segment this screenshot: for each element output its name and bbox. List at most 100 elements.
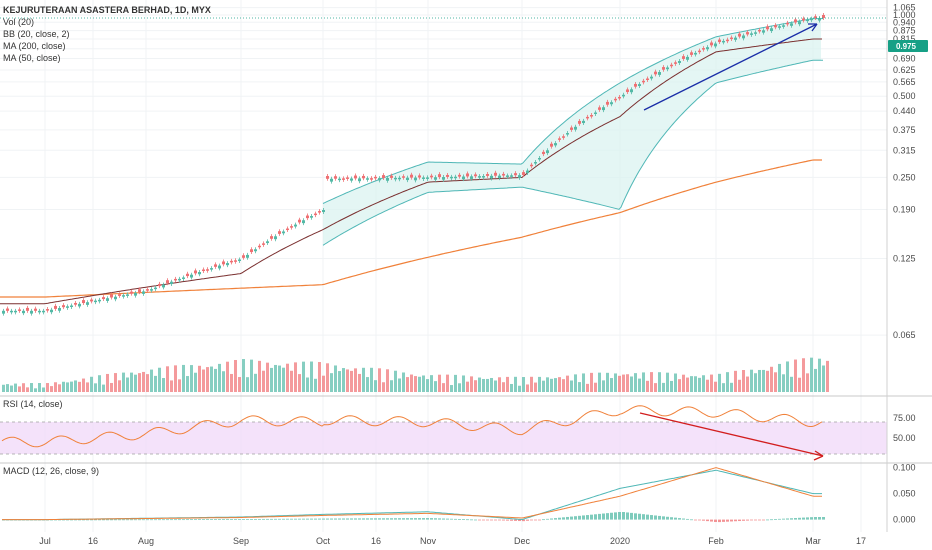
- candle-body: [526, 170, 529, 173]
- candle-body: [566, 133, 569, 135]
- volume-bar: [550, 378, 553, 392]
- macd-histogram-bar: [670, 517, 673, 520]
- macd-histogram-bar: [342, 518, 345, 520]
- candle-body: [490, 175, 493, 179]
- candle-body: [638, 84, 641, 86]
- macd-histogram-bar: [282, 518, 285, 520]
- candle-body: [318, 211, 321, 213]
- price-legend: KEJURUTERAAN ASASTERA BERHAD, 1D, MYX Vo…: [3, 5, 211, 63]
- macd-histogram-bar: [550, 518, 553, 520]
- candle-body: [614, 98, 617, 101]
- macd-indicator-label[interactable]: MACD (12, 26, close, 9): [3, 466, 99, 476]
- volume-bar: [242, 359, 245, 392]
- candle-body: [782, 25, 785, 27]
- candle-body: [798, 21, 801, 25]
- macd-histogram-bar: [294, 518, 297, 520]
- candle-body: [46, 309, 49, 311]
- volume-bar: [710, 374, 713, 392]
- volume-bar: [406, 377, 409, 392]
- macd-histogram-bar: [582, 515, 585, 520]
- volume-bar: [42, 387, 45, 392]
- candle-body: [714, 43, 717, 47]
- macd-histogram-bar: [258, 518, 261, 520]
- macd-histogram-bar: [694, 519, 697, 521]
- price-pane[interactable]: [0, 13, 887, 392]
- macd-histogram-bar: [466, 519, 469, 521]
- candle-body: [366, 178, 369, 180]
- macd-histogram-bar: [114, 519, 117, 521]
- rsi-band: [0, 422, 887, 454]
- volume-bar: [562, 379, 565, 392]
- macd-histogram-bar: [798, 517, 801, 520]
- volume-bar: [174, 365, 177, 392]
- candle-body: [538, 157, 541, 160]
- candle-body: [626, 89, 629, 93]
- time-axis[interactable]: Jul 16 Aug Sep Oct 16 Nov Dec 2020 Feb Mar 17: [39, 536, 866, 546]
- candle-body: [722, 40, 725, 43]
- volume-bar: [730, 382, 733, 392]
- candle-body: [398, 177, 401, 180]
- volume-bar: [70, 381, 73, 392]
- macd-histogram-bar: [686, 518, 689, 520]
- volume-bar: [658, 372, 661, 392]
- macd-pane[interactable]: [2, 467, 825, 523]
- macd-histogram-bar: [618, 511, 621, 520]
- macd-histogram-bar: [690, 519, 693, 521]
- time-tick-label: Aug: [138, 536, 154, 546]
- volume-bar: [114, 373, 117, 392]
- candle-body: [206, 269, 209, 271]
- candle-body: [390, 175, 393, 178]
- macd-histogram-bar: [438, 518, 441, 520]
- candle-body: [534, 162, 537, 164]
- candle-body: [414, 177, 417, 181]
- ma50-indicator-label[interactable]: MA (50, close): [3, 53, 61, 63]
- volume-bar: [494, 380, 497, 392]
- macd-histogram-bar: [746, 519, 749, 521]
- candle-body: [210, 268, 213, 270]
- macd-histogram-bar: [58, 519, 61, 521]
- volume-bar: [694, 376, 697, 392]
- candle-body: [370, 178, 373, 180]
- candle-body: [102, 297, 105, 300]
- time-tick-label: Oct: [316, 536, 331, 546]
- candle-body: [814, 16, 817, 18]
- macd-histogram-bar: [634, 513, 637, 520]
- volume-bar: [198, 365, 201, 392]
- ma200-indicator-label[interactable]: MA (200, close): [3, 41, 66, 51]
- candle-body: [486, 173, 489, 176]
- candle-body: [630, 89, 633, 93]
- price-axis[interactable]: 1.0651.0000.9400.8750.8150.7500.6900.625…: [893, 3, 916, 525]
- volume-bar: [822, 365, 825, 392]
- macd-histogram-bar: [462, 519, 465, 520]
- vol-indicator-label[interactable]: Vol (20): [3, 17, 34, 27]
- volume-bar: [302, 361, 305, 392]
- macd-histogram-bar: [590, 514, 593, 520]
- rsi-pane[interactable]: [0, 405, 887, 461]
- volume-bar: [718, 373, 721, 392]
- volume-bar: [102, 384, 105, 392]
- rsi-indicator-label[interactable]: RSI (14, close): [3, 399, 63, 409]
- volume-bar: [186, 376, 189, 392]
- macd-histogram-bar: [250, 519, 253, 520]
- candle-body: [458, 174, 461, 177]
- candle-body: [806, 19, 809, 22]
- macd-histogram-bar: [534, 519, 537, 521]
- volume-bar: [226, 361, 229, 392]
- volume-bar: [170, 380, 173, 392]
- volume-bar: [118, 380, 121, 392]
- candle-body: [42, 310, 45, 313]
- volume-bar: [582, 373, 585, 392]
- macd-histogram-bar: [318, 518, 321, 520]
- volume-bar: [794, 359, 797, 392]
- bb-indicator-label[interactable]: BB (20, close, 2): [3, 29, 70, 39]
- macd-histogram-bar: [98, 519, 101, 521]
- macd-histogram-bar: [222, 519, 225, 520]
- volume-bar: [310, 361, 313, 392]
- macd-histogram-bar: [666, 516, 669, 520]
- macd-histogram-bar: [390, 518, 393, 520]
- candle-body: [554, 143, 557, 146]
- candle-body: [250, 249, 253, 253]
- candle-body: [494, 172, 497, 176]
- candle-body: [610, 102, 613, 105]
